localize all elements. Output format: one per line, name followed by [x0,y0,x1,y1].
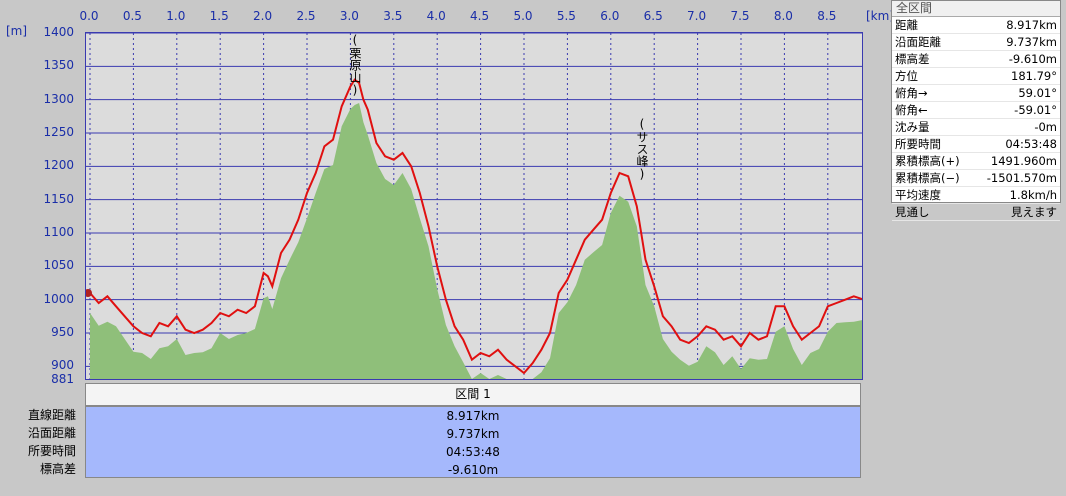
summary-row: 累積標高(+) 1491.960m [892,152,1060,170]
summary-row: 累積標高(−) -1501.570m [892,169,1060,187]
segment-label: 直線距離 [27,408,76,422]
summary-value: -9.610m [972,50,1060,68]
x-tick-label: 1.0 [166,9,186,23]
summary-table: 距離 8.917km 沿面距離 9.737km 標高差 -9.610m 方位 181.79° 俯… [892,17,1060,221]
x-tick-label: 6.5 [643,9,663,23]
x-tick-label: 8.5 [817,9,837,23]
summary-value: 8.917km [972,17,1060,34]
peak-label-sasumine: (サス峰) [635,117,649,181]
summary-row: 俯角→ 59.01° [892,84,1060,102]
y-tick-label: 1200 [43,158,74,173]
y-min-label: 881 [51,372,74,386]
elevation-profile-line [89,78,862,375]
segment-label: 沿面距離 [27,426,76,440]
x-tick-label: 2.0 [253,9,273,23]
start-marker-icon [86,289,92,297]
summary-label: 見通し [892,203,973,221]
summary-panel: 全区間 距離 8.917km 沿面距離 9.737km 標高差 -9.610m 方位 181.… [891,0,1061,221]
x-tick-label: 5.0 [513,9,533,23]
x-tick-label: 2.5 [296,9,316,23]
chart-canvas [86,33,862,379]
summary-label: 方位 [892,67,973,85]
y-tick-label: 1400 [43,25,74,39]
summary-label: 距離 [892,17,973,34]
summary-label: 沈み量 [892,118,973,136]
x-tick-label: 4.5 [470,9,490,23]
summary-label: 俯角→ [892,84,973,102]
summary-row: 距離 8.917km [892,17,1060,34]
summary-value: -1501.570m [972,169,1060,187]
y-tick-label: 1000 [43,291,74,306]
summary-label: 標高差 [892,50,973,68]
summary-row: 俯角← -59.01° [892,101,1060,119]
x-tick-label: 6.0 [600,9,620,23]
x-tick-label: 4.0 [426,9,446,23]
y-unit-label: [m] [6,24,28,38]
elevation-profile-chart[interactable]: (栗原山) (サス峰) [85,32,863,380]
segment-header[interactable]: 区間 1 [85,383,861,406]
summary-value: 1491.960m [972,152,1060,170]
x-tick-label: 5.5 [556,9,576,23]
y-tick-label: 900 [51,358,74,373]
x-tick-label: 1.5 [209,9,229,23]
summary-value: -59.01° [972,101,1060,119]
summary-row: 沈み量 -0m [892,118,1060,136]
summary-value: -0m [972,118,1060,136]
x-tick-label: 3.5 [383,9,403,23]
y-tick-label: 1250 [43,125,74,139]
summary-row: 見通し 見えます [892,203,1060,221]
y-tick-label: 1350 [43,58,74,73]
y-tick-label: 1300 [43,91,74,106]
segment-value: 04:53:48 [446,445,500,459]
summary-value: 181.79° [972,67,1060,85]
summary-label: 累積標高(+) [892,152,973,170]
segment-value: -9.610m [447,463,499,477]
x-tick-label: 8.0 [773,9,793,23]
summary-value: 59.01° [972,84,1060,102]
x-tick-label: 3.0 [339,9,359,23]
summary-value: 見えます [972,203,1060,221]
y-tick-label: 950 [51,325,74,339]
summary-value: 04:53:48 [972,135,1060,153]
summary-label: 累積標高(−) [892,169,973,187]
segment-value: 9.737km [446,427,500,441]
summary-row: 平均速度 1.8km/h [892,186,1060,204]
x-unit-label: [km] [866,9,895,23]
peak-label-kuriharayama: (栗原山) [348,33,362,97]
segment-label: 所要時間 [27,444,76,458]
summary-row: 所要時間 04:53:48 [892,135,1060,153]
summary-label: 平均速度 [892,186,973,204]
x-tick-label: 7.0 [687,9,707,23]
y-tick-label: 1150 [43,191,74,206]
summary-row: 方位 181.79° [892,67,1060,85]
summary-row: 標高差 -9.610m [892,50,1060,68]
summary-label: 俯角← [892,101,973,119]
summary-title: 全区間 [892,1,1060,17]
y-tick-label: 1050 [43,258,74,273]
segment-label: 標高差 [39,462,76,476]
summary-label: 所要時間 [892,135,973,153]
summary-value: 9.737km [972,33,1060,51]
x-tick-label: 0.0 [79,9,99,23]
summary-value: 1.8km/h [972,186,1060,204]
summary-label: 沿面距離 [892,33,973,51]
summary-row: 沿面距離 9.737km [892,33,1060,51]
x-tick-label: 7.5 [730,9,750,23]
y-tick-label: 1100 [43,225,74,239]
segment-body: 8.917km 9.737km 04:53:48 -9.610m [85,406,861,478]
terrain-area [90,103,862,379]
segment-value: 8.917km [446,409,500,423]
x-tick-label: 0.5 [122,9,142,23]
